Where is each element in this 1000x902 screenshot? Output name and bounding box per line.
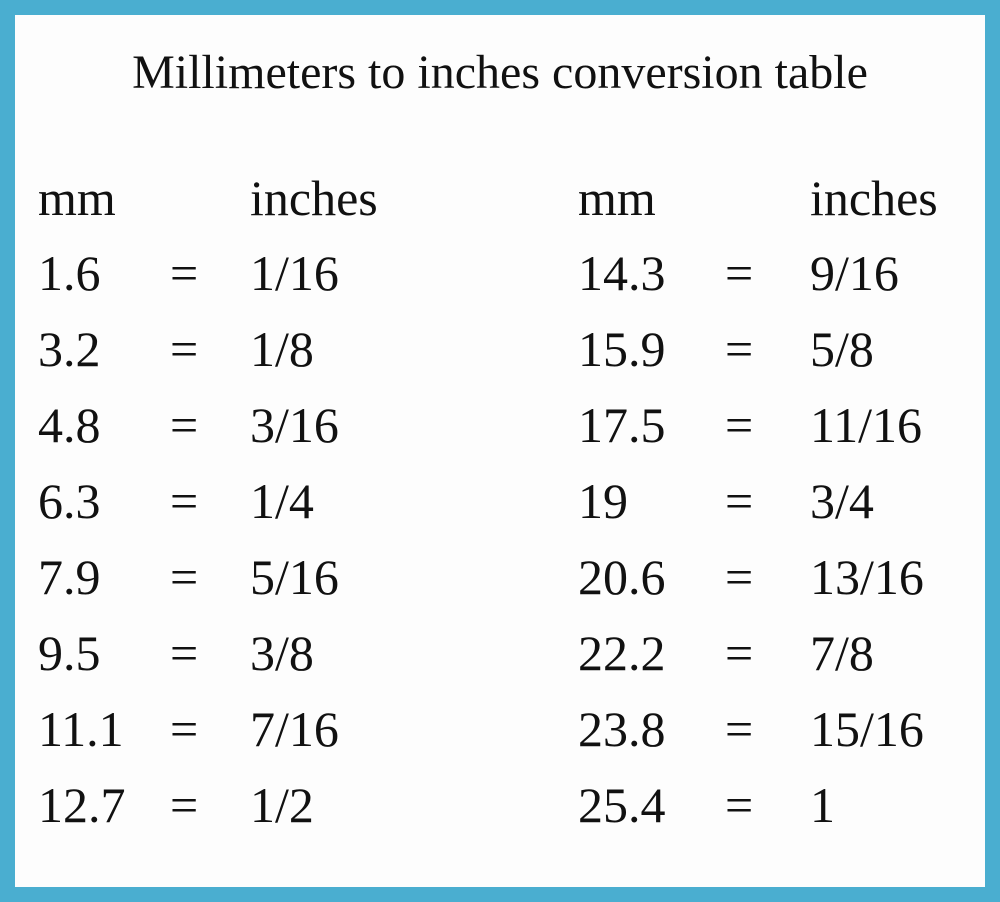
title: Millimeters to inches conversion table xyxy=(132,46,868,99)
inch-value: 15/16 xyxy=(810,701,924,757)
inch-value: 1/4 xyxy=(250,473,314,529)
column-header: inches xyxy=(250,170,378,226)
inch-value: 9/16 xyxy=(810,245,899,301)
mm-value: 23.8 xyxy=(578,701,666,757)
equals-sign: = xyxy=(725,321,753,377)
equals-sign: = xyxy=(725,397,753,453)
mm-value: 25.4 xyxy=(578,777,666,833)
inch-value: 1/2 xyxy=(250,777,314,833)
equals-sign: = xyxy=(725,245,753,301)
equals-sign: = xyxy=(170,625,198,681)
equals-sign: = xyxy=(170,321,198,377)
inch-value: 5/8 xyxy=(810,321,874,377)
inch-value: 1/8 xyxy=(250,321,314,377)
mm-value: 14.3 xyxy=(578,245,666,301)
mm-value: 9.5 xyxy=(38,625,101,681)
equals-sign: = xyxy=(725,549,753,605)
inch-value: 7/8 xyxy=(810,625,874,681)
inch-value: 7/16 xyxy=(250,701,339,757)
equals-sign: = xyxy=(725,777,753,833)
inch-value: 1/16 xyxy=(250,245,339,301)
mm-value: 19 xyxy=(578,473,628,529)
mm-value: 12.7 xyxy=(38,777,126,833)
equals-sign: = xyxy=(170,245,198,301)
mm-value: 1.6 xyxy=(38,245,101,301)
mm-value: 20.6 xyxy=(578,549,666,605)
equals-sign: = xyxy=(170,473,198,529)
mm-value: 11.1 xyxy=(38,701,124,757)
equals-sign: = xyxy=(725,473,753,529)
mm-value: 7.9 xyxy=(38,549,101,605)
inch-value: 11/16 xyxy=(810,397,922,453)
column-header: inches xyxy=(810,170,938,226)
mm-value: 6.3 xyxy=(38,473,101,529)
equals-sign: = xyxy=(725,701,753,757)
equals-sign: = xyxy=(170,397,198,453)
mm-value: 15.9 xyxy=(578,321,666,377)
inch-value: 3/16 xyxy=(250,397,339,453)
equals-sign: = xyxy=(725,625,753,681)
panel xyxy=(15,15,985,887)
equals-sign: = xyxy=(170,549,198,605)
equals-sign: = xyxy=(170,701,198,757)
column-header: mm xyxy=(578,170,656,226)
mm-value: 17.5 xyxy=(578,397,666,453)
column-header: mm xyxy=(38,170,116,226)
inch-value: 3/8 xyxy=(250,625,314,681)
mm-value: 4.8 xyxy=(38,397,101,453)
mm-value: 22.2 xyxy=(578,625,666,681)
equals-sign: = xyxy=(170,777,198,833)
inch-value: 13/16 xyxy=(810,549,924,605)
inch-value: 5/16 xyxy=(250,549,339,605)
mm-value: 3.2 xyxy=(38,321,101,377)
inch-value: 1 xyxy=(810,777,835,833)
inch-value: 3/4 xyxy=(810,473,874,529)
